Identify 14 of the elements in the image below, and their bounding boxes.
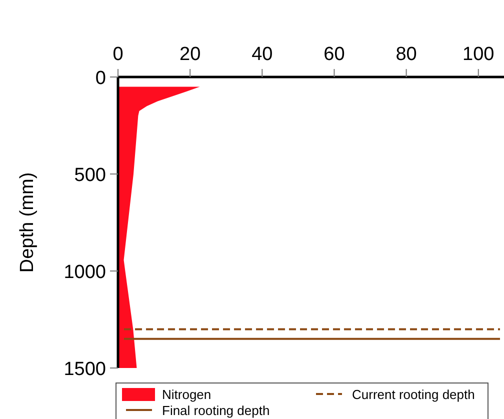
y-tick-label: 0 xyxy=(95,68,106,89)
y-tick-label: 1500 xyxy=(64,359,106,380)
x-tick-label: 80 xyxy=(396,44,417,65)
x-tick-label: 40 xyxy=(252,44,273,65)
legend-label: Final rooting depth xyxy=(162,403,270,418)
x-tick-label: 20 xyxy=(180,44,201,65)
legend-label: Current rooting depth xyxy=(352,387,475,402)
y-axis-title: Depth (mm) xyxy=(17,172,38,273)
x-tick-label: 0 xyxy=(112,44,124,65)
y-tick-label: 1000 xyxy=(64,262,106,283)
y-tick-label: 500 xyxy=(74,165,106,186)
x-tick-label: 60 xyxy=(324,44,345,65)
x-tick-label: 100 xyxy=(462,44,494,65)
legend-label: Nitrogen xyxy=(162,387,212,402)
